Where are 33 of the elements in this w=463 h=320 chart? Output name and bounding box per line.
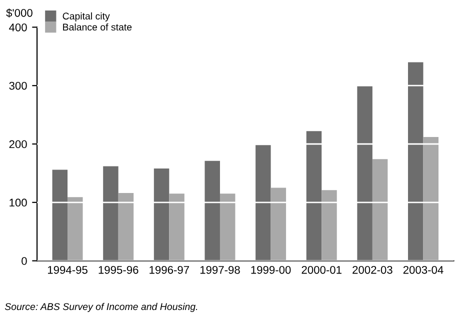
bar	[408, 62, 424, 261]
bar	[322, 190, 337, 261]
bar	[270, 188, 286, 261]
x-tick-label: 1995-96	[98, 266, 138, 274]
bar	[423, 136, 438, 261]
bar	[204, 160, 220, 261]
y-tick-label: 100	[10, 198, 27, 207]
x-tick-label: 1997-98	[200, 266, 240, 274]
source-note: Source: ABS Survey of Income and Housing.	[4, 302, 198, 312]
y-axis-title: $'000	[6, 8, 32, 18]
legend-label: Capital city	[62, 12, 110, 22]
x-tick-label: 2002-03	[352, 266, 392, 274]
x-tick-label: 2003-04	[403, 266, 444, 274]
y-tick-label: 300	[9, 82, 27, 90]
bar	[306, 131, 322, 261]
bar	[372, 159, 388, 261]
bar	[154, 168, 170, 261]
y-tick-label: 200	[9, 140, 27, 148]
legend-label: Balance of state	[63, 23, 132, 31]
y-tick-label: 400	[9, 23, 27, 32]
bar	[169, 194, 184, 261]
bar	[68, 197, 83, 261]
x-tick-label: 1994-95	[48, 266, 88, 274]
bar	[220, 194, 236, 261]
bar	[52, 170, 68, 261]
bar	[103, 166, 118, 261]
bar	[118, 193, 134, 261]
x-tick-label: 1996-97	[150, 266, 189, 274]
bar	[256, 145, 271, 261]
x-tick-label: 2000-01	[302, 266, 342, 274]
x-tick-label: 1999-00	[251, 266, 291, 274]
y-tick-label: 0	[22, 257, 27, 265]
bar	[357, 86, 372, 261]
